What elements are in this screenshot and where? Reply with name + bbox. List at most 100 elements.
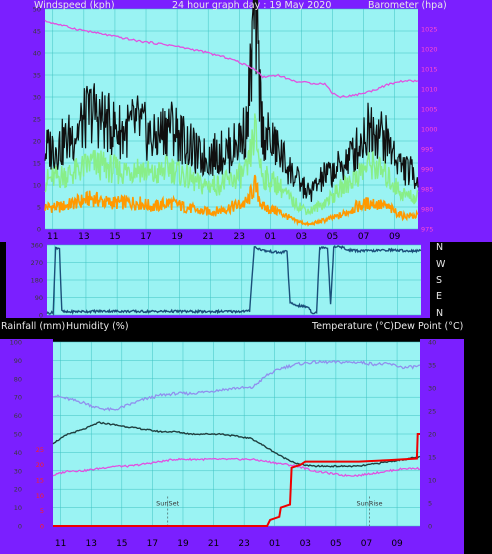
direction-tick-label: 0	[39, 312, 43, 320]
wind-tick-label: 5	[37, 204, 41, 212]
humidity-tick-label: 60	[14, 412, 22, 420]
wind-x-tick-label: 13	[78, 232, 89, 242]
compass-w: W	[436, 259, 446, 270]
temp-frame-left	[0, 339, 53, 554]
baro-tick-label: 985	[421, 186, 433, 194]
wind-series-wind-gust	[44, 0, 419, 202]
compass-n-bottom: N	[436, 308, 443, 319]
humidity-tick-label: 10	[14, 504, 22, 512]
temp-x-tick-label: 11	[55, 539, 66, 549]
sun-annotation-label: SunSet	[156, 500, 179, 508]
temp-x-tick-label: 17	[147, 539, 158, 549]
barometer-label: Barometer (hpa)	[368, 0, 447, 11]
temperature-tick-label: 15	[428, 454, 436, 462]
wind-series-wind-avg	[44, 113, 419, 216]
wind-direction-chart: 0 90 180 270 360 N W S E N	[0, 242, 492, 320]
wind-series-layer	[44, 0, 419, 227]
wind-x-tick-label: 23	[234, 232, 245, 242]
temperature-tick-label: 5	[428, 500, 432, 508]
wind-x-tick-label: 01	[265, 232, 276, 242]
temp-frame-right	[420, 339, 464, 554]
temp-x-tick-label: 01	[269, 539, 280, 549]
wind-series-wind-low	[44, 174, 419, 227]
humidity-tick-label: 30	[14, 467, 22, 475]
temp-frame-bottom	[0, 526, 464, 554]
wind-x-tick-label: 11	[47, 232, 58, 242]
direction-axis-ticks: 0 90 180 270 360	[31, 242, 43, 320]
wind-x-tick-label: 03	[296, 232, 307, 242]
humidity-tick-label: 40	[14, 449, 22, 457]
sun-annotation-label: SunRise	[356, 500, 382, 508]
wind-x-tick-label: 19	[171, 232, 183, 242]
humidity-label: Humidity (%)	[66, 321, 129, 332]
dew-point-series	[52, 457, 421, 477]
temperature-tick-label: 35	[428, 362, 436, 370]
wind-x-tick-label: 07	[358, 232, 369, 242]
humidity-tick-label: 80	[14, 375, 22, 383]
temp-x-tick-label: 07	[361, 539, 372, 549]
temp-x-tick-label: 09	[391, 539, 403, 549]
rain-tick-label: 25	[36, 446, 44, 454]
wind-x-tick-label: 15	[109, 232, 120, 242]
temperature-axis-ticks: 0 5 10 15 20 25 30 35 40	[428, 339, 436, 531]
temp-grid	[53, 341, 420, 527]
wind-tick-label: 25	[33, 116, 41, 124]
baro-tick-label: 990	[421, 166, 433, 174]
wind-tick-label: 20	[33, 138, 41, 146]
wind-x-tick-label: 05	[327, 232, 338, 242]
sun-annotations: SunSet SunRise	[156, 496, 383, 526]
temp-x-tick-label: 05	[330, 539, 341, 549]
temp-x-tick-label: 23	[238, 539, 249, 549]
wind-axis-ticks: 0 5 10 15 20 25 30 35 40 45 50	[33, 6, 41, 234]
direction-series-layer	[46, 245, 422, 316]
wind-tick-label: 35	[33, 72, 41, 80]
temp-x-tick-label: 19	[177, 539, 189, 549]
wind-x-tick-label: 17	[140, 232, 151, 242]
baro-tick-label: 980	[421, 206, 433, 214]
humidity-axis-ticks: 0 10 20 30 40 50 60 70 80 90 100	[10, 339, 22, 531]
humidity-tick-label: 70	[14, 394, 22, 402]
temperature-tick-label: 20	[428, 431, 436, 439]
rainfall-label: Rainfall (mm)	[1, 321, 66, 332]
temperature-tick-label: 25	[428, 408, 436, 416]
chart-title: 24 hour graph day : 19 May 2020	[172, 0, 331, 11]
compass-s: S	[436, 275, 442, 286]
rain-tick-label: 10	[36, 492, 44, 500]
direction-tick-label: 270	[31, 259, 43, 267]
rain-tick-label: 0	[40, 523, 44, 531]
direction-tick-label: 360	[31, 242, 43, 250]
rain-axis-ticks: 0 5 10 15 20 25	[36, 446, 44, 531]
wind-tick-label: 0	[37, 226, 41, 234]
wind-tick-label: 15	[33, 160, 41, 168]
wind-x-tick-label: 09	[389, 232, 401, 242]
windspeed-label: Windspeed (kph)	[34, 0, 115, 11]
temp-series-layer	[52, 359, 421, 527]
barometer-axis-ticks: 975 980 985 990 995 1000 1005 1010 1015 1020 1025	[421, 26, 438, 234]
humidity-tick-label: 0	[18, 523, 22, 531]
temp-x-tick-label: 21	[208, 539, 219, 549]
wind-tick-label: 50	[33, 6, 41, 14]
compass-e: E	[436, 291, 442, 302]
direction-grid	[47, 244, 421, 316]
wind-tick-label: 45	[33, 28, 41, 36]
barometer-series	[44, 19, 419, 99]
temperature-tick-label: 10	[428, 477, 436, 485]
direction-series	[46, 245, 422, 316]
wind-tick-label: 10	[33, 182, 41, 190]
wind-barometer-chart: 0 5 10 15 20 25 30 35 40 45 50 975 980 985 990 995 10 0 0…	[0, 0, 492, 242]
humidity-series	[52, 359, 421, 412]
temp-x-tick-label: 03	[300, 539, 311, 549]
wind-x-tick-label: 21	[202, 232, 213, 242]
humidity-tick-label: 100	[10, 339, 22, 347]
direction-tick-label: 180	[31, 277, 43, 285]
wind-tick-label: 30	[33, 94, 41, 102]
baro-tick-label: 975	[421, 226, 433, 234]
temperature-series	[52, 421, 421, 468]
humidity-tick-label: 90	[14, 357, 22, 365]
wind-x-ticks: 11 13 15 17 19 21 23 01 03 05 07 09	[47, 232, 401, 242]
temp-x-tick-label: 13	[86, 539, 97, 549]
rain-tick-label: 20	[36, 461, 44, 469]
wind-tick-label: 40	[33, 50, 41, 58]
rainfall-series	[53, 433, 420, 527]
baro-tick-label: 995	[421, 146, 433, 154]
